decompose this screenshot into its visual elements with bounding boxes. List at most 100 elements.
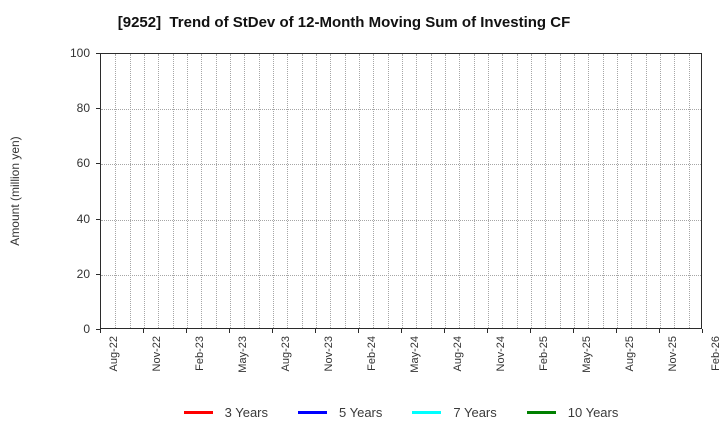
x-tick-mark [487,329,488,333]
x-tick-label: Feb-25 [538,336,550,371]
vertical-gridline [301,54,303,328]
y-axis-label: Amount (million yen) [8,136,22,246]
x-tick-label: Feb-23 [194,336,206,371]
horizontal-gridline [101,164,701,166]
vertical-gridline [602,54,604,328]
vertical-gridline [344,54,346,328]
vertical-gridline [488,54,489,328]
x-tick-mark [616,329,617,333]
vertical-gridline [387,54,389,328]
vertical-gridline [330,54,332,328]
legend-line-swatch [298,411,327,414]
vertical-gridline [258,54,260,328]
legend: 3 Years 5 Years 7 Years 10 Years [100,405,702,420]
legend-line-swatch [183,411,213,414]
y-tick-label: 60 [76,156,90,171]
legend-line-swatch [526,411,556,414]
vertical-gridline [144,54,145,328]
x-tick-label: Nov-25 [667,336,679,372]
vertical-gridline [416,54,418,328]
y-tick-label: 100 [69,46,90,60]
vertical-gridline [187,54,188,328]
x-tick-label: Nov-23 [323,336,335,372]
vertical-gridline [674,54,676,328]
y-tick-mark [96,108,100,110]
x-tick-mark [444,329,445,333]
x-tick-label: Aug-23 [280,336,292,372]
vertical-gridline [201,54,203,328]
y-tick-label: 0 [83,322,90,336]
vertical-gridline [402,54,403,328]
vertical-gridline [559,54,561,328]
vertical-gridline [430,54,432,328]
vertical-gridline [158,54,160,328]
legend-item-10-years: 10 Years [526,405,619,420]
horizontal-gridline [101,219,701,221]
vertical-gridline [244,54,246,328]
x-tick-label: Aug-22 [108,336,120,372]
vertical-gridline [645,54,647,328]
x-tick-mark [100,329,101,333]
vertical-gridline [473,54,475,328]
vertical-gridline [287,54,289,328]
vertical-gridline [172,54,174,328]
y-tick-mark [96,218,100,220]
y-tick-label: 80 [76,101,90,116]
x-tick-mark [530,329,531,333]
vertical-gridline [316,54,317,328]
x-tick-mark [702,329,703,333]
x-tick-label: May-23 [237,336,249,373]
legend-label: 7 Years [453,405,497,420]
vertical-gridline [230,54,231,328]
legend-line-swatch [412,411,442,414]
y-tick-label: 20 [76,266,90,281]
x-tick-label: Nov-24 [495,336,507,372]
vertical-gridline [359,54,360,328]
horizontal-gridline [101,274,701,276]
vertical-gridline [617,54,618,328]
plot-area [100,53,702,329]
vertical-gridline [516,54,518,328]
y-tick-label: 40 [76,211,90,226]
legend-item-7-years: 7 Years [412,405,497,420]
x-tick-label: Nov-22 [151,336,163,372]
vertical-gridline [588,54,590,328]
y-tick-mark [96,329,100,330]
legend-item-3-years: 3 Years [183,405,268,420]
x-tick-mark [143,329,144,333]
vertical-gridline [445,54,446,328]
x-tick-mark [229,329,230,333]
vertical-gridline [129,54,131,328]
vertical-gridline [531,54,532,328]
x-tick-label: Feb-24 [366,336,378,371]
vertical-gridline [273,54,274,328]
vertical-gridline [459,54,461,328]
legend-label: 3 Years [224,405,268,420]
x-tick-mark [315,329,316,333]
y-tick-mark [96,53,100,54]
x-tick-label: May-25 [581,336,593,373]
horizontal-gridline [101,109,701,111]
x-tick-mark [573,329,574,333]
x-tick-mark [401,329,402,333]
x-tick-mark [358,329,359,333]
legend-label: 5 Years [339,405,383,420]
vertical-gridline [631,54,633,328]
x-tick-mark [272,329,273,333]
vertical-gridline [688,54,690,328]
vertical-gridline [660,54,661,328]
x-tick-label: May-24 [409,336,421,373]
x-tick-label: Aug-24 [452,336,464,372]
legend-label: 10 Years [567,405,619,420]
vertical-gridline [574,54,575,328]
x-tick-mark [186,329,187,333]
vertical-gridline [115,54,117,328]
y-tick-mark [96,163,100,165]
y-tick-mark [96,273,100,275]
x-tick-label: Aug-25 [624,336,636,372]
vertical-gridline [373,54,375,328]
x-tick-label: Feb-26 [710,336,720,371]
vertical-gridline [215,54,217,328]
x-tick-mark [659,329,660,333]
